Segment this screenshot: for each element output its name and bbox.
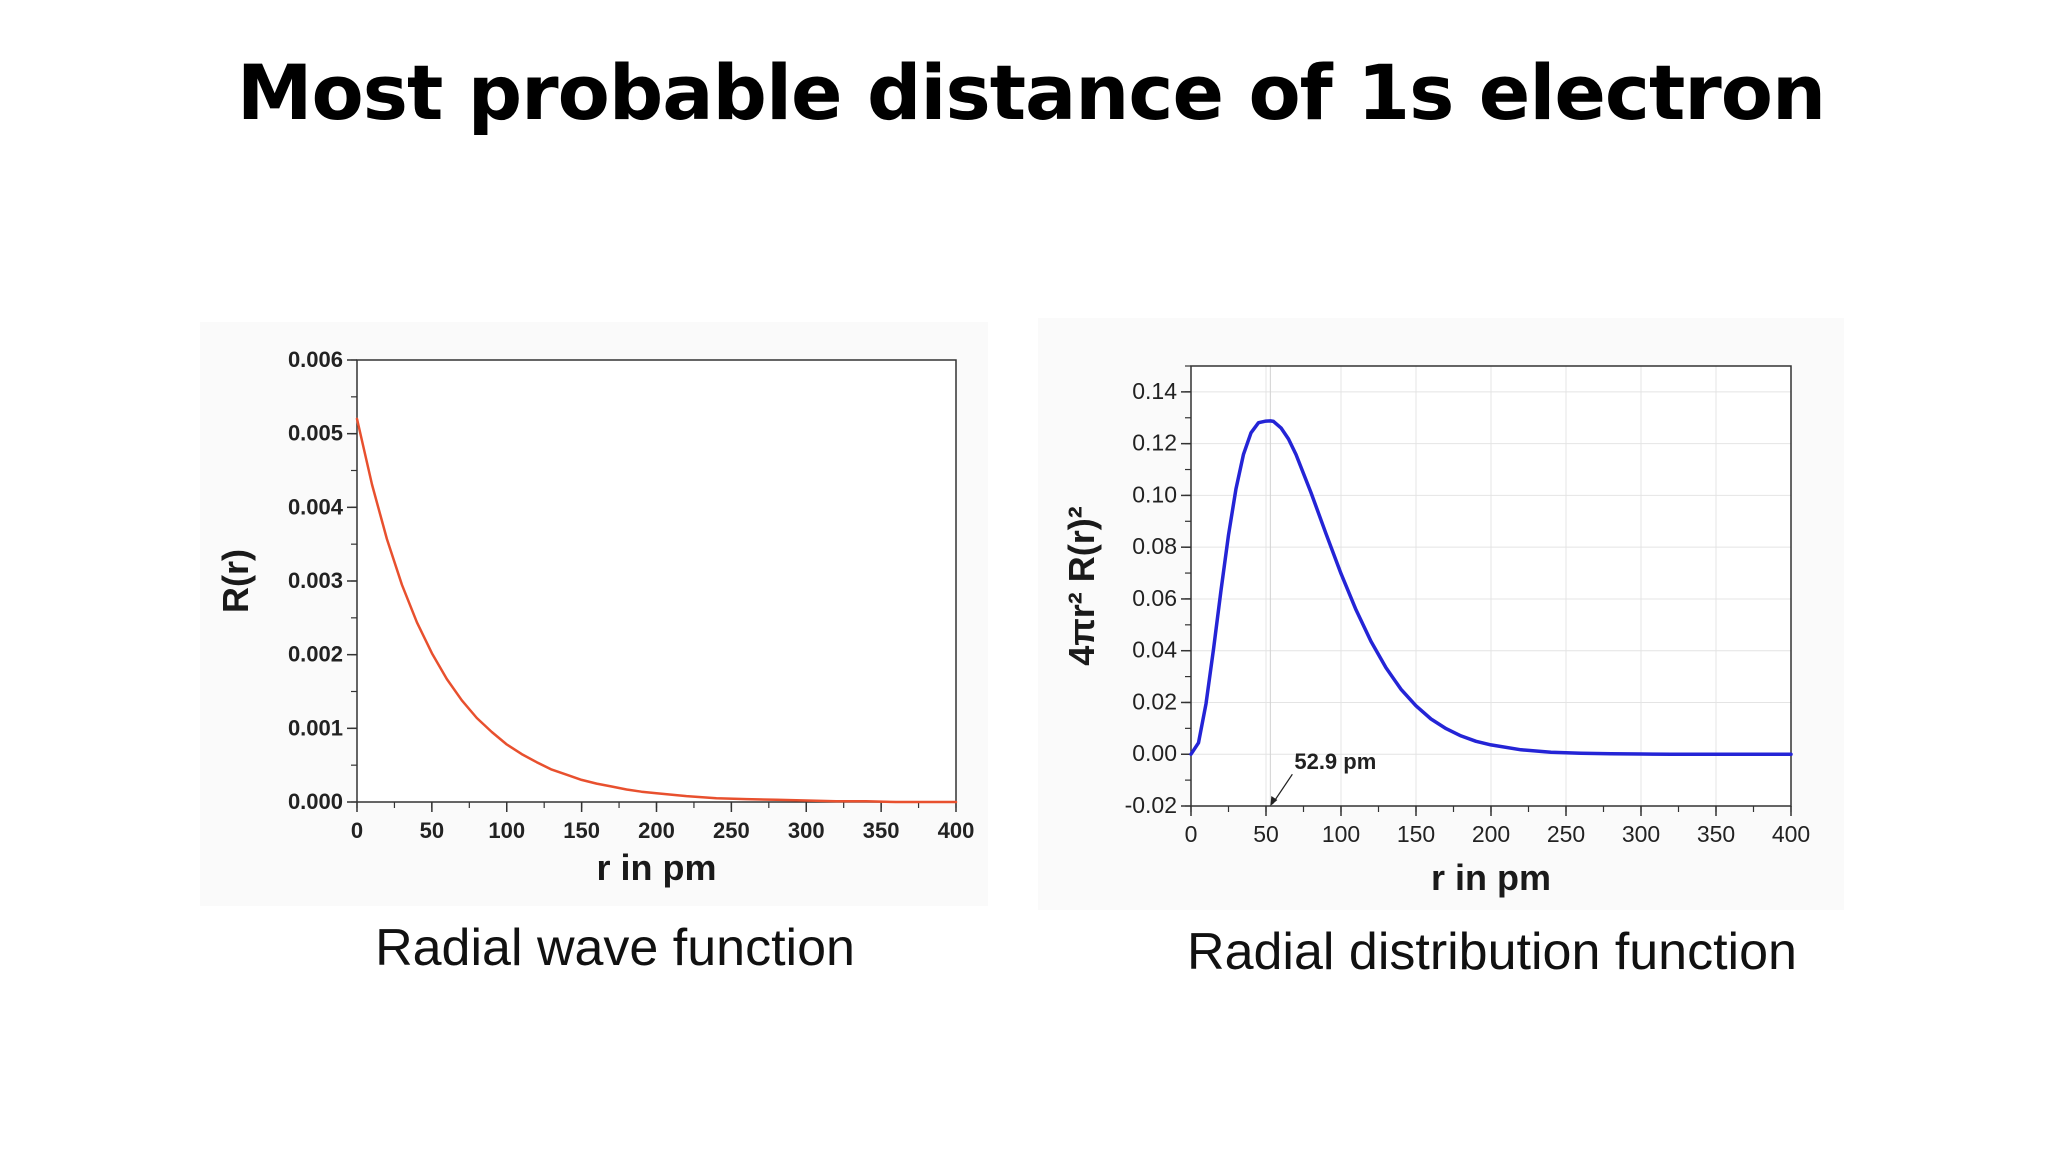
x-tick-label-4: 200 xyxy=(1472,821,1510,847)
y-tick-label-6: 0.006 xyxy=(288,347,343,372)
y-tick-label-3: 0.003 xyxy=(288,568,343,593)
y-tick-label-2: 0.002 xyxy=(288,642,343,667)
series-line xyxy=(355,417,958,804)
x-tick-label-7: 350 xyxy=(863,818,900,843)
annotation-label: 52.9 pm xyxy=(1294,749,1376,774)
x-tick-label-5: 250 xyxy=(713,818,750,843)
x-tick-label-7: 350 xyxy=(1697,821,1735,847)
x-tick-label-2: 100 xyxy=(488,818,525,843)
y-tick-label-0: 0.000 xyxy=(288,789,343,814)
x-tick-label-8: 400 xyxy=(1772,821,1810,847)
radial-wave-function-plot: 0 50 100 150 200 250 300 350 400 0.000 0.001 0.002 0… xyxy=(215,347,975,888)
radial-distribution-function-chart: 0 50 100 150 200 250 300 350 400 -0.02 0.00 0.02 0.0… xyxy=(1038,318,1844,910)
slide-title: Most probable distance of 1s electron xyxy=(236,48,1826,137)
series-line xyxy=(1189,419,1793,756)
y-tick-label-6: 0.10 xyxy=(1132,481,1177,507)
x-axis-label: r in pm xyxy=(596,847,716,888)
x-axis-label: r in pm xyxy=(1431,857,1551,898)
x-tick-label-1: 50 xyxy=(1253,821,1279,847)
x-tick-label-0: 0 xyxy=(351,818,363,843)
x-tick-label-4: 200 xyxy=(638,818,675,843)
y-tick-label-2: 0.02 xyxy=(1132,688,1177,714)
y-tick-label-4: 0.06 xyxy=(1132,585,1177,611)
y-tick-label-1: 0.00 xyxy=(1132,740,1177,766)
x-tick-label-0: 0 xyxy=(1185,821,1198,847)
radial-distribution-function-plot: 0 50 100 150 200 250 300 350 400 -0.02 0.00 0.02 0.0… xyxy=(1061,365,1810,898)
y-tick-label-0: -0.02 xyxy=(1125,792,1177,818)
y-axis-label: 4πr² R(r)² xyxy=(1061,506,1102,666)
x-tick-label-8: 400 xyxy=(938,818,975,843)
x-tick-label-2: 100 xyxy=(1322,821,1360,847)
x-tick-label-1: 50 xyxy=(420,818,444,843)
y-tick-label-5: 0.08 xyxy=(1132,533,1177,559)
y-tick-label-1: 0.001 xyxy=(288,715,343,740)
caption-radial-wave-function: Radial wave function xyxy=(375,919,855,977)
y-tick-label-8: 0.14 xyxy=(1132,378,1177,404)
x-tick-label-6: 300 xyxy=(1622,821,1660,847)
y-axis-label: R(r) xyxy=(215,549,256,613)
annotation-arrow-head xyxy=(1270,796,1278,806)
y-tick-label-4: 0.004 xyxy=(288,494,344,519)
plot-area xyxy=(357,360,956,802)
y-tick-label-7: 0.12 xyxy=(1132,430,1177,456)
x-tick-label-6: 300 xyxy=(788,818,825,843)
y-tick-label-3: 0.04 xyxy=(1132,637,1177,663)
radial-wave-function-chart: 0 50 100 150 200 250 300 350 400 0.000 0.001 0.002 0… xyxy=(200,322,988,906)
caption-radial-distribution-function: Radial distribution function xyxy=(1187,923,1797,981)
x-tick-label-3: 150 xyxy=(1397,821,1435,847)
y-tick-label-5: 0.005 xyxy=(288,421,343,446)
x-tick-label-5: 250 xyxy=(1547,821,1585,847)
x-tick-label-3: 150 xyxy=(563,818,600,843)
